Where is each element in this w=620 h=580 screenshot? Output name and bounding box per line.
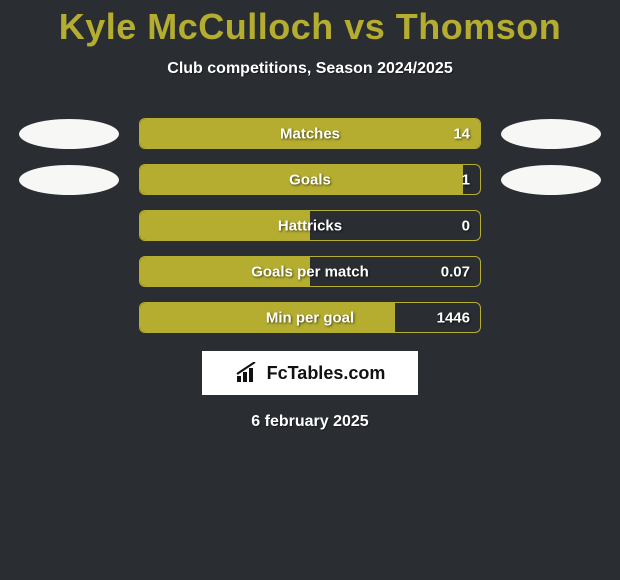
page-title: Kyle McCulloch vs Thomson — [0, 0, 620, 48]
stat-bar-matches: Matches 14 — [139, 118, 481, 149]
stat-label: Matches — [280, 125, 340, 142]
logo-box: FcTables.com — [202, 351, 418, 395]
stat-label: Min per goal — [266, 309, 354, 326]
subtitle: Club competitions, Season 2024/2025 — [0, 60, 620, 78]
stat-bar-goals: Goals 1 — [139, 164, 481, 195]
stat-label: Hattricks — [278, 217, 342, 234]
stat-row: Hattricks 0 — [0, 210, 620, 241]
stats-container: Matches 14 Goals 1 Hattricks 0 Goals per… — [0, 118, 620, 333]
stat-bar-hattricks: Hattricks 0 — [139, 210, 481, 241]
stat-row: Goals per match 0.07 — [0, 256, 620, 287]
stat-row: Min per goal 1446 — [0, 302, 620, 333]
player-right-marker — [501, 165, 601, 195]
player-left-marker — [19, 165, 119, 195]
date-label: 6 february 2025 — [0, 413, 620, 431]
stat-row: Matches 14 — [0, 118, 620, 149]
bar-chart-icon — [235, 362, 261, 384]
stat-label: Goals — [289, 171, 331, 188]
logo-text: FcTables.com — [267, 363, 386, 384]
stat-value: 0.07 — [441, 263, 470, 280]
player-right-marker — [501, 119, 601, 149]
stat-value: 1446 — [437, 309, 470, 326]
stat-value: 0 — [462, 217, 470, 234]
stat-value: 14 — [453, 125, 470, 142]
stat-bar-gpm: Goals per match 0.07 — [139, 256, 481, 287]
stat-value: 1 — [462, 171, 470, 188]
stat-row: Goals 1 — [0, 164, 620, 195]
stat-label: Goals per match — [251, 263, 369, 280]
player-left-marker — [19, 119, 119, 149]
stat-bar-mpg: Min per goal 1446 — [139, 302, 481, 333]
